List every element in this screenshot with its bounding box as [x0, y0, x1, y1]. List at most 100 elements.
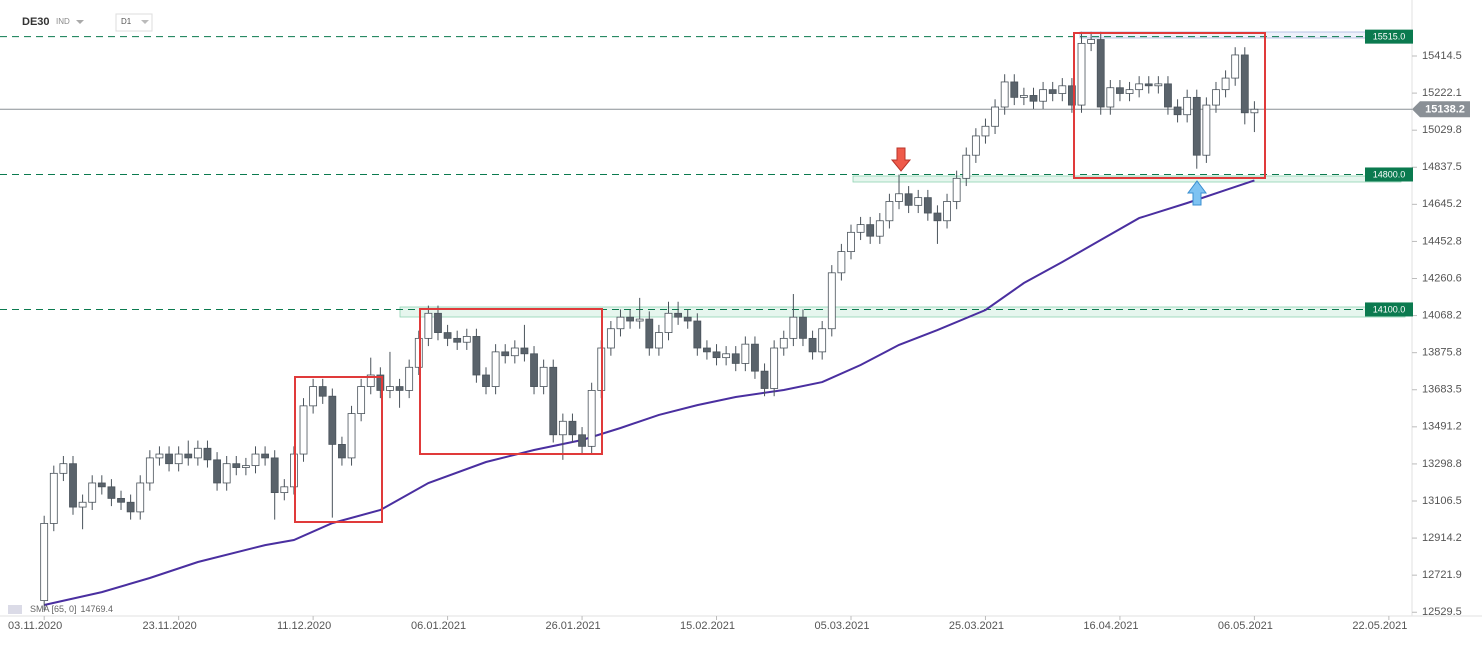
x-tick-label: 11.12.2020: [277, 620, 331, 632]
x-tick-label: 15.02.2021: [680, 620, 735, 632]
candle-body: [107, 486, 116, 499]
candle-body: [885, 201, 894, 222]
candle-body: [626, 316, 634, 322]
candle-body: [347, 413, 356, 459]
candle-body: [1068, 85, 1076, 106]
y-tick-label: 13491.2: [1422, 421, 1462, 433]
candle-body: [241, 465, 250, 468]
candle-body: [530, 353, 538, 387]
candle-body: [578, 434, 586, 447]
candle-body: [69, 463, 77, 508]
candle-body: [443, 332, 452, 339]
candle-body: [136, 482, 145, 513]
candle-body: [616, 316, 625, 330]
y-tick-label: 14452.8: [1422, 235, 1462, 247]
level-label: 14100.0: [1373, 304, 1406, 314]
candle-body: [1135, 83, 1144, 91]
candle-body: [59, 463, 68, 474]
candle-body: [1154, 83, 1163, 87]
candle-body: [376, 374, 385, 391]
candle-body: [270, 457, 279, 494]
candle-body: [847, 231, 855, 253]
candle-body: [818, 328, 827, 353]
candle-body: [827, 272, 836, 330]
candle-body: [117, 497, 125, 503]
candle-body: [299, 405, 308, 455]
candle-body: [856, 224, 865, 233]
candle-body: [654, 332, 663, 349]
candle-body: [453, 337, 462, 343]
candle-body: [309, 386, 318, 407]
candle-body: [722, 353, 731, 359]
candle-body: [741, 343, 750, 364]
candle-body: [1106, 87, 1115, 108]
candle-body: [501, 351, 510, 357]
x-tick-label: 23.11.2020: [143, 620, 197, 632]
candle-body: [395, 386, 404, 391]
candle-body: [1019, 95, 1028, 98]
symbol[interactable]: DE30: [22, 16, 50, 28]
candle-body: [472, 336, 481, 376]
candle-body: [1250, 108, 1259, 114]
y-tick-label: 12529.5: [1422, 606, 1462, 618]
candle-body: [837, 251, 846, 274]
candle-body: [405, 366, 414, 391]
candle-body: [789, 316, 798, 339]
interval-box[interactable]: [115, 13, 153, 32]
y-tick-label: 14068.2: [1422, 309, 1462, 321]
level-label-box: [1365, 167, 1413, 182]
candle-body: [434, 312, 442, 333]
x-tick-label: 05.03.2021: [814, 620, 869, 632]
x-tick-label: 22.05.2021: [1352, 620, 1407, 632]
legend-icon: [8, 605, 22, 614]
sma-legend: SMA [65, 0] 14769.4: [30, 604, 113, 614]
y-tick-label: 14645.2: [1422, 198, 1462, 210]
candle-body: [875, 220, 884, 237]
candle-body: [981, 125, 990, 137]
candle-body: [462, 336, 471, 343]
market: IND: [56, 17, 70, 26]
y-tick-label: 14260.6: [1422, 272, 1462, 284]
candle-body: [155, 453, 164, 459]
candle-body: [145, 457, 154, 484]
candle-body: [1096, 39, 1105, 108]
candle-body: [1164, 83, 1172, 108]
y-tick-label: 15029.8: [1422, 124, 1462, 136]
candle-body: [635, 318, 644, 322]
candle-body: [1010, 81, 1019, 98]
candle-body: [712, 351, 721, 359]
candle-body: [232, 463, 241, 468]
y-tick-label: 12914.2: [1422, 532, 1462, 544]
candle-body: [1000, 81, 1009, 108]
candle-body: [779, 337, 788, 349]
candle-body: [587, 390, 596, 447]
x-tick-label: 26.01.2021: [546, 620, 601, 632]
candle-body: [328, 395, 337, 445]
candle-body: [357, 386, 366, 414]
candle-body: [491, 351, 500, 387]
candle-body: [414, 337, 423, 368]
up-arrow: [1187, 180, 1207, 206]
highlight-box: [294, 376, 383, 523]
dropdown-arrow[interactable]: [76, 20, 84, 24]
candle-body: [1048, 89, 1057, 94]
interval[interactable]: D1: [121, 17, 132, 26]
candle-body: [203, 447, 212, 461]
candle-body: [904, 193, 913, 206]
level-label-box: [1365, 302, 1413, 317]
candle-body: [991, 106, 999, 127]
candle-body: [1144, 83, 1153, 87]
candle-body: [971, 135, 980, 156]
highlight-box: [419, 308, 603, 455]
y-tick-label: 13875.8: [1422, 347, 1462, 359]
dropdown-arrow[interactable]: [141, 20, 149, 24]
candle-body: [213, 459, 221, 484]
candle-body: [674, 312, 683, 318]
highlight-box: [1073, 32, 1266, 179]
candle-body: [174, 453, 183, 465]
sma-last-value: 14769.4: [81, 604, 114, 614]
candle-body: [280, 486, 289, 494]
candle-body: [703, 347, 711, 353]
candle-body: [731, 353, 740, 364]
candle-body: [1039, 89, 1047, 102]
